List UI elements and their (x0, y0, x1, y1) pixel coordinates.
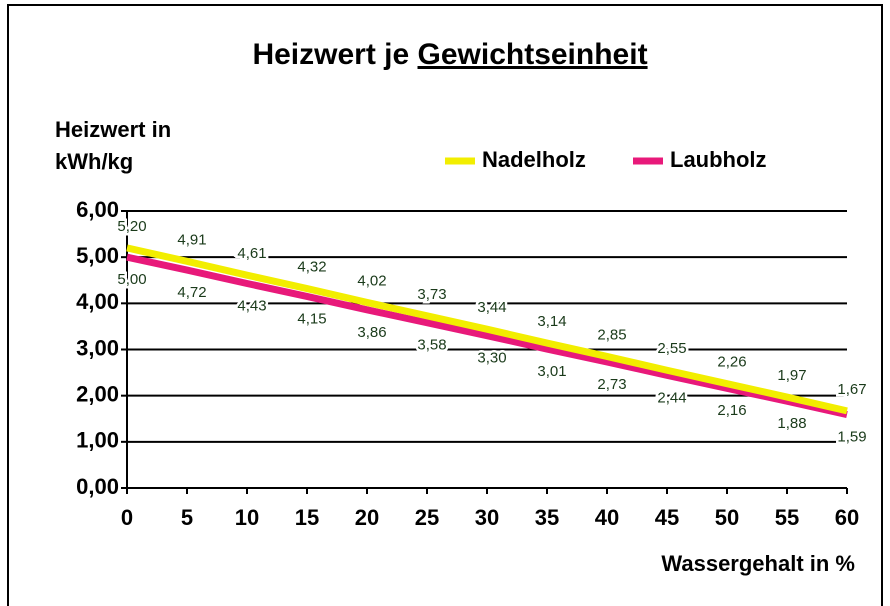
data-label: 2,73 (597, 376, 626, 393)
x-tick-label: 15 (295, 505, 319, 530)
data-label: 2,55 (657, 340, 686, 357)
data-label: 1,59 (837, 429, 866, 446)
data-label: 4,32 (297, 259, 326, 276)
data-label: 4,72 (177, 284, 206, 301)
data-label: 2,85 (597, 326, 626, 343)
x-tick-label: 30 (475, 505, 499, 530)
x-tick-label: 55 (775, 505, 799, 530)
x-axis-label: Wassergehalt in % (661, 551, 855, 576)
series-line (126, 244, 848, 415)
data-label: 3,44 (477, 299, 506, 316)
data-label: 1,67 (837, 381, 866, 398)
legend-label: Laubholz (670, 147, 767, 172)
y-tick-label: 2,00 (76, 381, 119, 406)
series-line (126, 253, 848, 419)
y-axis-label: kWh/kg (55, 149, 133, 174)
data-label: 4,61 (237, 245, 266, 262)
data-label: 4,91 (177, 231, 206, 248)
y-tick-label: 4,00 (76, 289, 119, 314)
y-tick-label: 0,00 (76, 474, 119, 499)
x-tick-label: 35 (535, 505, 559, 530)
frame (7, 4, 883, 606)
data-label: 2,16 (717, 402, 746, 419)
data-label: 3,73 (417, 286, 446, 303)
x-tick-label: 50 (715, 505, 739, 530)
data-label: 5,20 (117, 218, 146, 235)
data-label: 1,88 (777, 415, 806, 432)
y-tick-label: 1,00 (76, 428, 119, 453)
y-tick-label: 3,00 (76, 335, 119, 360)
x-tick-label: 60 (835, 505, 859, 530)
data-label: 3,14 (537, 313, 566, 330)
x-tick-label: 10 (235, 505, 259, 530)
data-label: 1,97 (777, 367, 806, 384)
x-tick-label: 20 (355, 505, 379, 530)
data-label: 3,58 (417, 337, 446, 354)
x-tick-label: 45 (655, 505, 679, 530)
data-label: 5,00 (117, 271, 146, 288)
x-tick-label: 25 (415, 505, 439, 530)
y-tick-label: 5,00 (76, 243, 119, 268)
data-label: 3,30 (477, 350, 506, 367)
data-label: 4,43 (237, 297, 266, 314)
legend-label: Nadelholz (482, 147, 586, 172)
data-label: 4,15 (297, 310, 326, 327)
chart-title: Heizwert je Gewichtseinheit (252, 38, 647, 71)
data-label: 4,02 (357, 272, 386, 289)
x-tick-label: 0 (121, 505, 133, 530)
data-label: 3,86 (357, 324, 386, 341)
y-axis-label: Heizwert in (55, 117, 171, 142)
x-tick-label: 5 (181, 505, 193, 530)
data-label: 2,26 (717, 354, 746, 371)
y-tick-label: 6,00 (76, 197, 119, 222)
data-label: 3,01 (537, 363, 566, 380)
data-label: 2,44 (657, 389, 686, 406)
x-tick-label: 40 (595, 505, 619, 530)
